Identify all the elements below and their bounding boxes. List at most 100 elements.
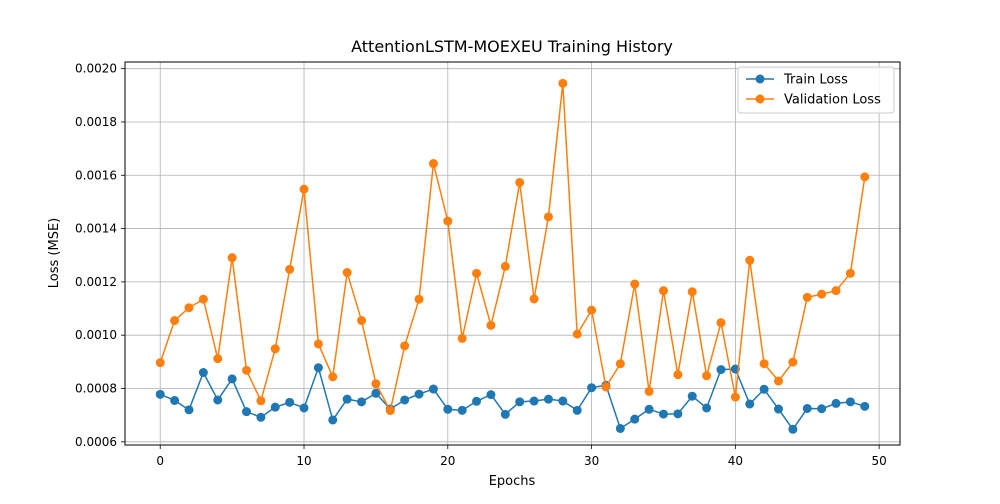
train-loss-point [515, 397, 525, 407]
validation-loss-point [313, 339, 323, 349]
validation-loss-point [472, 268, 482, 278]
y-tick-label: 0.0016 [75, 168, 117, 182]
validation-loss-point [486, 320, 496, 330]
y-tick-label: 0.0012 [75, 275, 117, 289]
train-loss-line [159, 366, 865, 431]
train-loss-point [788, 424, 798, 434]
validation-loss-point [543, 212, 553, 222]
train-loss-point [745, 399, 755, 409]
validation-loss-point [428, 159, 438, 169]
validation-loss-point [845, 268, 855, 278]
train-loss-point [241, 407, 251, 417]
y-tick-label: 0.0008 [75, 381, 117, 395]
legend: Train Loss Validation Loss [737, 66, 895, 114]
train-loss-point [831, 398, 841, 408]
legend-label: Validation Loss [784, 93, 881, 108]
y-axis-label: Loss (MSE) [47, 218, 62, 288]
train-loss-point [845, 397, 855, 407]
validation-loss-series [155, 78, 870, 416]
x-tick-label: 10 [296, 454, 311, 468]
chart-title: AttentionLSTM-MOEXEU Training History [351, 37, 673, 56]
train-loss-point [256, 412, 266, 422]
y-tick-label: 0.0020 [75, 62, 117, 76]
validation-loss-point [730, 392, 740, 402]
x-tick-label: 50 [872, 454, 887, 468]
validation-loss-point [831, 286, 841, 296]
validation-loss-point [270, 344, 280, 354]
train-loss-point [414, 389, 424, 399]
validation-loss-point [457, 333, 467, 343]
legend-label: Train Loss [783, 73, 848, 88]
validation-loss-point [198, 294, 208, 304]
y-tick-label: 0.0010 [75, 328, 117, 342]
train-loss-point [400, 395, 410, 405]
validation-loss-point [802, 292, 812, 302]
train-loss-point [529, 396, 539, 406]
train-loss-point [558, 396, 568, 406]
train-loss-point [270, 402, 280, 412]
validation-loss-point [658, 286, 668, 296]
legend-item-validation-loss: Validation Loss [746, 93, 881, 108]
validation-loss-point [716, 318, 726, 328]
train-loss-point [486, 390, 496, 400]
validation-loss-point [227, 253, 237, 263]
train-loss-point [687, 391, 697, 401]
train-loss-point [299, 403, 309, 413]
validation-loss-point [385, 406, 395, 416]
train-loss-point [702, 403, 712, 413]
x-axis-label: Epochs [489, 474, 536, 489]
x-tick-label: 0 [156, 454, 164, 468]
validation-loss-point [443, 216, 453, 226]
validation-loss-point [644, 386, 654, 396]
train-loss-point [774, 404, 784, 414]
train-loss-point [630, 414, 640, 424]
validation-loss-point [558, 78, 568, 88]
validation-loss-point [587, 305, 597, 315]
validation-loss-point [400, 341, 410, 351]
y-tick-label: 0.0018 [75, 115, 117, 129]
train-loss-point [716, 365, 726, 375]
legend-swatch-marker [755, 74, 765, 84]
x-tick-label: 30 [584, 454, 599, 468]
validation-loss-point [860, 172, 870, 182]
legend-swatch-marker [755, 94, 765, 104]
validation-loss-point [615, 359, 625, 369]
validation-loss-point [759, 359, 769, 369]
validation-loss-point [500, 261, 510, 271]
validation-loss-point [529, 294, 539, 304]
train-loss-point [673, 409, 683, 419]
validation-loss-point [170, 316, 180, 326]
validation-loss-point [673, 370, 683, 380]
validation-loss-point [184, 303, 194, 313]
train-loss-point [371, 388, 381, 398]
train-loss-point [457, 405, 467, 415]
y-tick-label: 0.0006 [75, 435, 117, 449]
train-loss-point [285, 397, 295, 407]
train-loss-point [198, 368, 208, 378]
validation-loss-point [241, 365, 251, 375]
train-loss-point [342, 394, 352, 404]
train-loss-point [615, 423, 625, 433]
train-loss-point [227, 374, 237, 384]
validation-loss-point [299, 184, 309, 194]
train-loss-point [213, 395, 223, 405]
tick-layer: 0 10 20 30 40 50 0.0006 0.0008 0.0010 0.0012 0.001… [75, 62, 887, 468]
x-tick-label: 40 [728, 454, 743, 468]
train-loss-point [328, 415, 338, 425]
validation-loss-point [342, 268, 352, 278]
validation-loss-point [256, 396, 266, 406]
train-loss-point [543, 394, 553, 404]
train-loss-point [313, 363, 323, 373]
validation-loss-point [601, 382, 611, 392]
train-loss-point [658, 409, 668, 419]
validation-loss-point [328, 372, 338, 382]
plot-frame [124, 61, 901, 446]
train-loss-point [817, 404, 827, 414]
validation-loss-point [414, 294, 424, 304]
validation-loss-point [702, 371, 712, 381]
validation-loss-point [817, 289, 827, 299]
train-loss-point [860, 401, 870, 411]
x-tick-label: 20 [440, 454, 455, 468]
train-loss-point [572, 405, 582, 415]
